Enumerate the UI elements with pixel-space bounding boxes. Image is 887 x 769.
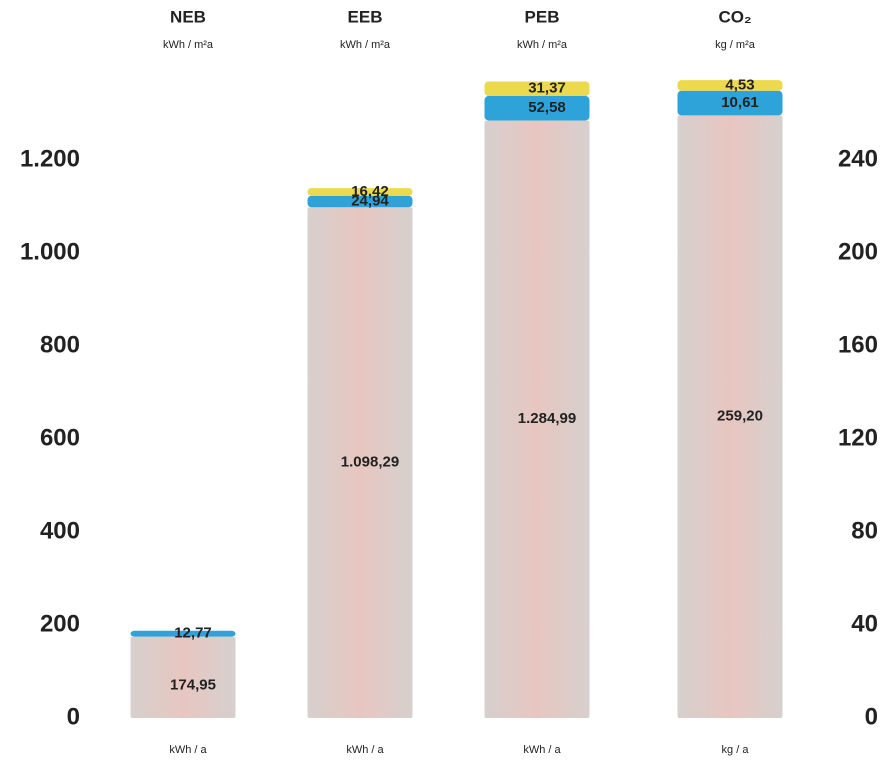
y-tick-label: 400	[40, 517, 80, 544]
y2-tick-label: 240	[838, 145, 878, 172]
bar-segment	[130, 630, 236, 637]
value-label: 24,94	[351, 192, 389, 209]
bar-segment	[307, 195, 413, 208]
bar-segment	[130, 636, 236, 718]
column-footer: kWh / a	[169, 744, 207, 756]
y2-tick-label: 120	[838, 424, 878, 451]
column-footer: kWh / a	[346, 744, 384, 756]
value-label: 12,77	[174, 625, 212, 642]
y-tick-label: 200	[40, 610, 80, 637]
column-title: PEB	[525, 7, 560, 26]
value-label: 52,58	[528, 99, 566, 116]
column-footer: kWh / a	[523, 744, 561, 756]
bar-segment	[484, 81, 590, 97]
y2-tick-label: 80	[851, 517, 878, 544]
column-unit: kWh / m²a	[340, 39, 391, 51]
bar-segment	[677, 80, 783, 91]
column-unit: kWh / m²a	[517, 39, 568, 51]
bar-segment	[484, 96, 590, 121]
value-label: 10,61	[721, 94, 759, 111]
value-label: 31,37	[528, 80, 566, 97]
value-label: 16,42	[351, 183, 389, 200]
y-tick-label: 600	[40, 424, 80, 451]
column-title: EEB	[348, 7, 383, 26]
column-unit: kg / m²a	[715, 39, 756, 51]
value-label: 4,53	[725, 76, 754, 93]
column-unit: kWh / m²a	[163, 39, 214, 51]
y-tick-label: 0	[67, 703, 80, 730]
y2-tick-label: 0	[865, 703, 878, 730]
y-tick-label: 1.000	[20, 238, 80, 265]
bar-segment	[677, 90, 783, 116]
y2-tick-label: 40	[851, 610, 878, 637]
column-footer: kg / a	[722, 744, 750, 756]
value-label: 259,20	[717, 408, 763, 425]
y-tick-label: 1.200	[20, 145, 80, 172]
value-label: 1.284,99	[518, 410, 576, 427]
y2-tick-label: 160	[838, 331, 878, 358]
value-label: 174,95	[170, 676, 216, 693]
y-tick-label: 800	[40, 331, 80, 358]
bar-segment	[307, 188, 413, 196]
bar-segment	[307, 207, 413, 718]
bar-segment	[677, 115, 783, 719]
y2-tick-label: 200	[838, 238, 878, 265]
column-title: CO₂	[718, 7, 751, 26]
column-title: NEB	[170, 7, 206, 26]
value-label: 1.098,29	[341, 454, 399, 471]
bar-segment	[484, 120, 590, 718]
